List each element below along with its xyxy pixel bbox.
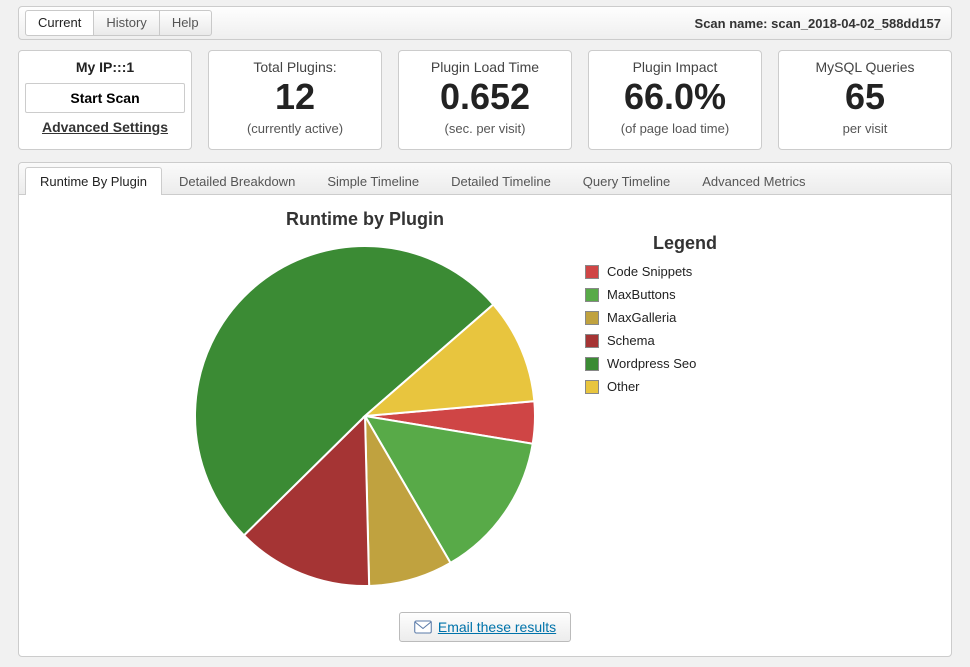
ptab-advanced-metrics[interactable]: Advanced Metrics: [687, 167, 820, 195]
mail-icon: [414, 620, 432, 634]
card-myip: My IP:::1 Start Scan Advanced Settings: [18, 50, 192, 150]
scan-name-value: scan_2018-04-02_588dd157: [771, 16, 941, 31]
pie-chart: [185, 236, 545, 596]
top-tabset: Current History Help: [25, 10, 211, 36]
myip-label: My IP:::1: [25, 59, 185, 75]
legend-label: MaxButtons: [607, 287, 676, 302]
card-total-plugins-title: Total Plugins:: [215, 59, 375, 75]
card-impact-title: Plugin Impact: [595, 59, 755, 75]
ptab-detailed-timeline[interactable]: Detailed Timeline: [436, 167, 566, 195]
legend-label: Wordpress Seo: [607, 356, 696, 371]
card-load-time: Plugin Load Time 0.652 (sec. per visit): [398, 50, 572, 150]
scan-name: Scan name: scan_2018-04-02_588dd157: [695, 16, 945, 31]
card-impact-value: 66.0%: [595, 77, 755, 117]
card-load-time-value: 0.652: [405, 77, 565, 117]
card-mysql-value: 65: [785, 77, 945, 117]
legend-title: Legend: [585, 233, 785, 254]
email-results-label: Email these results: [438, 619, 556, 635]
email-results-button[interactable]: Email these results: [399, 612, 571, 642]
legend-swatch: [585, 357, 599, 371]
ptab-query-timeline[interactable]: Query Timeline: [568, 167, 685, 195]
card-load-time-sub: (sec. per visit): [405, 121, 565, 136]
legend-item: Schema: [585, 333, 785, 348]
ptab-detailed-breakdown[interactable]: Detailed Breakdown: [164, 167, 310, 195]
card-total-plugins: Total Plugins: 12 (currently active): [208, 50, 382, 150]
card-impact-sub: (of page load time): [595, 121, 755, 136]
top-bar: Current History Help Scan name: scan_201…: [18, 6, 952, 40]
legend-swatch: [585, 265, 599, 279]
card-total-plugins-sub: (currently active): [215, 121, 375, 136]
legend-item: MaxButtons: [585, 287, 785, 302]
ptab-simple-timeline[interactable]: Simple Timeline: [312, 167, 434, 195]
legend-swatch: [585, 380, 599, 394]
panel-tabs: Runtime By Plugin Detailed Breakdown Sim…: [19, 163, 951, 195]
legend-label: MaxGalleria: [607, 310, 676, 325]
legend-label: Schema: [607, 333, 655, 348]
legend-item: Code Snippets: [585, 264, 785, 279]
card-mysql: MySQL Queries 65 per visit: [778, 50, 952, 150]
start-scan-button[interactable]: Start Scan: [25, 83, 185, 113]
legend-label: Other: [607, 379, 640, 394]
ptab-runtime[interactable]: Runtime By Plugin: [25, 167, 162, 195]
chart-title: Runtime by Plugin: [185, 209, 545, 230]
legend-swatch: [585, 288, 599, 302]
card-mysql-sub: per visit: [785, 121, 945, 136]
tab-help[interactable]: Help: [159, 10, 212, 36]
card-total-plugins-value: 12: [215, 77, 375, 117]
tab-current[interactable]: Current: [25, 10, 94, 36]
scan-name-label: Scan name:: [695, 16, 768, 31]
legend-swatch: [585, 311, 599, 325]
legend-item: MaxGalleria: [585, 310, 785, 325]
legend: Legend Code Snippets MaxButtons MaxGalleri…: [585, 209, 785, 596]
card-load-time-title: Plugin Load Time: [405, 59, 565, 75]
legend-item: Other: [585, 379, 785, 394]
panel: Runtime By Plugin Detailed Breakdown Sim…: [18, 162, 952, 657]
tab-history[interactable]: History: [93, 10, 159, 36]
legend-swatch: [585, 334, 599, 348]
card-mysql-title: MySQL Queries: [785, 59, 945, 75]
advanced-settings-link[interactable]: Advanced Settings: [25, 119, 185, 135]
card-impact: Plugin Impact 66.0% (of page load time): [588, 50, 762, 150]
legend-item: Wordpress Seo: [585, 356, 785, 371]
legend-label: Code Snippets: [607, 264, 692, 279]
stats-row: My IP:::1 Start Scan Advanced Settings T…: [18, 50, 952, 150]
chart-area: Runtime by Plugin Legend Code Snippets Ma…: [31, 205, 939, 606]
panel-body: Runtime by Plugin Legend Code Snippets Ma…: [19, 195, 951, 656]
